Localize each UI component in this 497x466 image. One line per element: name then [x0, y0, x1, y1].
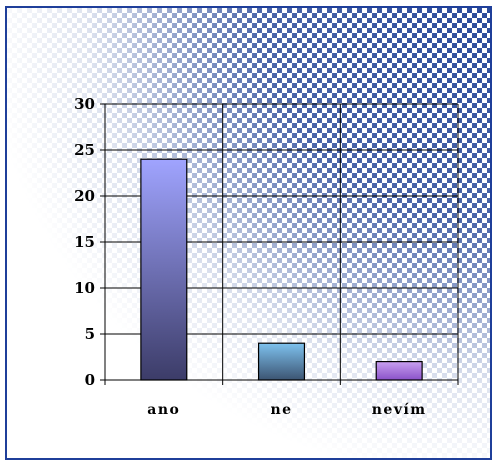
y-tick-label-30: 30 [74, 95, 95, 113]
chart-frame: 0 5 10 15 20 25 30 ano ne nevím [5, 6, 492, 460]
x-tick-label-nevím: nevím [372, 402, 427, 418]
bar-chart: 0 5 10 15 20 25 30 ano ne nevím [7, 8, 490, 458]
x-tick-label-ne: ne [270, 402, 292, 418]
bar-ne [257, 342, 306, 381]
background-checker-pattern [7, 8, 490, 458]
bar-nevím [375, 361, 423, 381]
y-tick-label-0: 0 [85, 371, 95, 389]
x-tick-label-ano: ano [147, 402, 180, 418]
y-tick-label-15: 15 [74, 233, 95, 251]
y-tick-label-5: 5 [85, 325, 95, 343]
y-tick-label-25: 25 [74, 141, 95, 159]
y-tick-label-20: 20 [74, 187, 95, 205]
y-tick-label-10: 10 [74, 279, 95, 297]
bar-ano [140, 158, 188, 381]
